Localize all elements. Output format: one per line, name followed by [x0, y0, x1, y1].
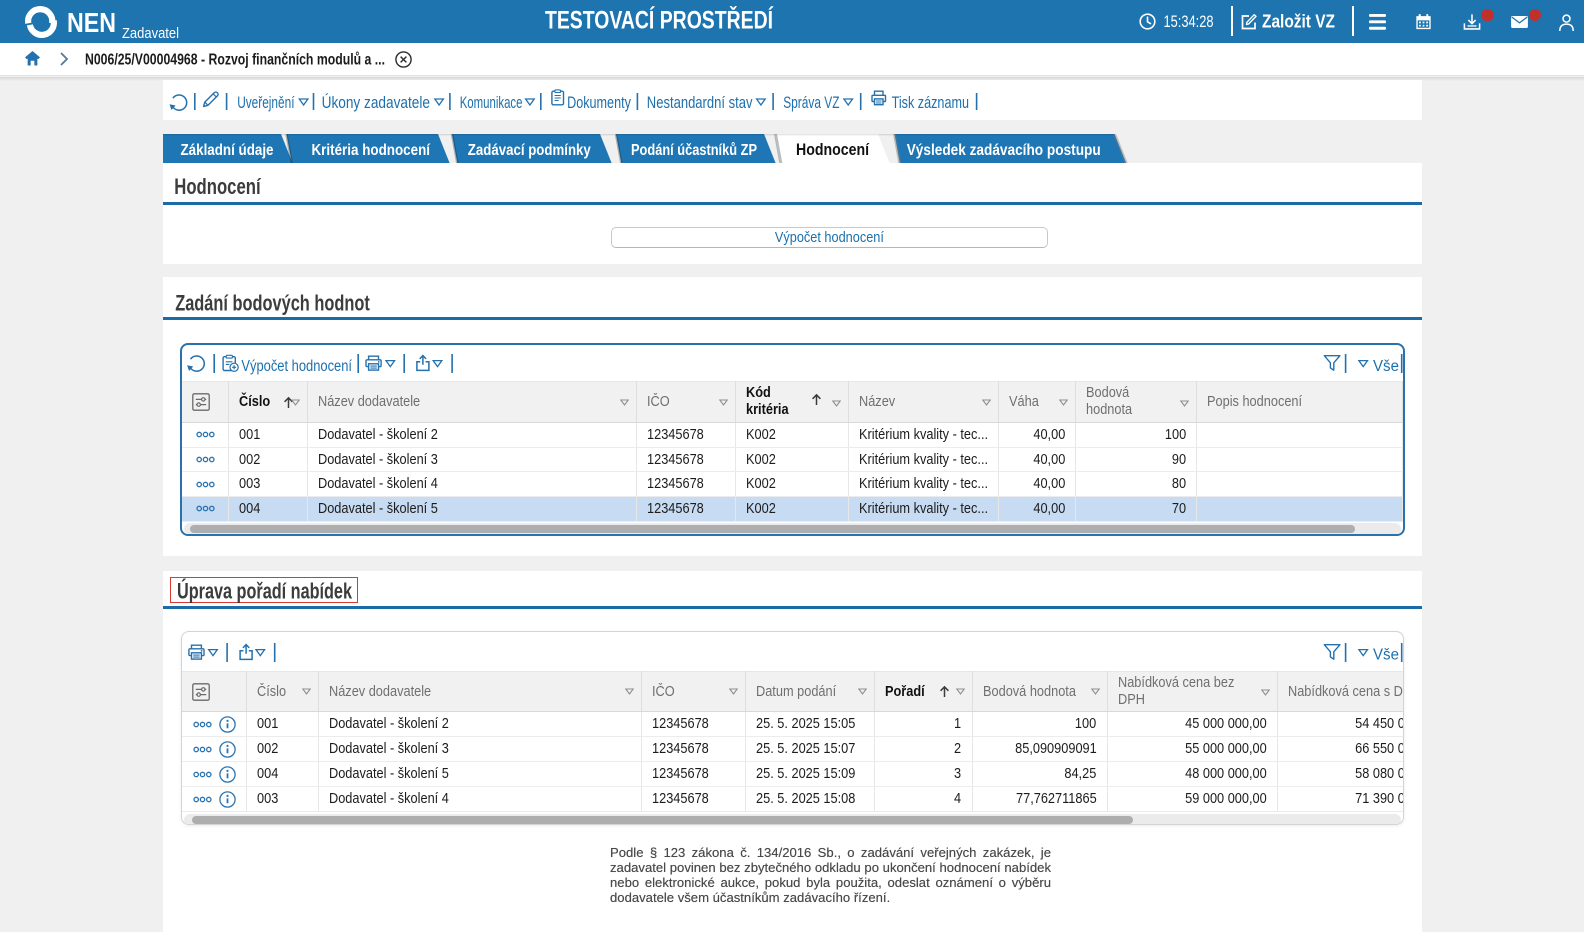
svg-text:TESTOVACÍ PROSTŘEDÍ: TESTOVACÍ PROSTŘEDÍ: [545, 5, 774, 35]
svg-text:N006/25/V00004968 - Rozvoj fin: N006/25/V00004968 - Rozvoj finančních mo…: [85, 52, 385, 69]
svg-text:Hodnocení: Hodnocení: [174, 174, 261, 199]
svg-text:Komunikace: Komunikace: [460, 93, 523, 112]
svg-text:Nestandardní stav: Nestandardní stav: [647, 93, 753, 112]
svg-text:Správa VZ: Správa VZ: [783, 93, 839, 112]
svg-text:Zadávací podmínky: Zadávací podmínky: [468, 142, 591, 159]
svg-text:Základní údaje: Základní údaje: [181, 142, 274, 159]
svg-text:Založit VZ: Založit VZ: [1262, 12, 1335, 32]
svg-text:Úkony zadavatele: Úkony zadavatele: [322, 93, 430, 112]
svg-text:Kritéria hodnocení: Kritéria hodnocení: [312, 142, 431, 159]
svg-text:Vše: Vše: [1373, 646, 1399, 663]
svg-text:Výpočet hodnocení: Výpočet hodnocení: [775, 230, 884, 246]
svg-text:Uveřejnění: Uveřejnění: [237, 93, 294, 112]
svg-text:Zadavatel: Zadavatel: [122, 25, 179, 42]
svg-text:15:34:28: 15:34:28: [1164, 12, 1214, 31]
svg-text:Úprava pořadí nabídek: Úprava pořadí nabídek: [177, 579, 353, 604]
svg-text:Tisk záznamu: Tisk záznamu: [892, 93, 969, 112]
svg-text:Dokumenty: Dokumenty: [567, 93, 631, 112]
svg-text:NEN: NEN: [67, 7, 116, 38]
svg-text:Výsledek zadávacího postupu: Výsledek zadávacího postupu: [907, 142, 1101, 159]
svg-text:Vše: Vše: [1373, 358, 1399, 375]
svg-text:Hodnocení: Hodnocení: [796, 141, 870, 159]
svg-text:Výpočet hodnocení: Výpočet hodnocení: [241, 358, 352, 375]
svg-text:Zadání bodových hodnot: Zadání bodových hodnot: [175, 290, 370, 315]
svg-text:Podání účastníků ZP: Podání účastníků ZP: [631, 142, 757, 159]
